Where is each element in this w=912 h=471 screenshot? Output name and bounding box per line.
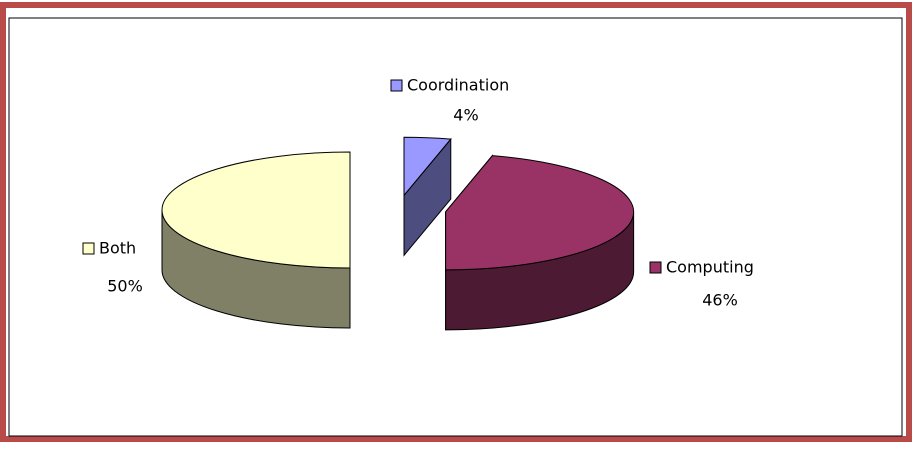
legend-key (390, 79, 403, 92)
legend-key (649, 261, 662, 274)
slice-label: Coordination (407, 76, 509, 95)
outer-frame (0, 2, 912, 442)
pie-slice (161, 151, 351, 329)
slice-value: 46% (702, 291, 738, 310)
pie-slice (445, 154, 635, 331)
slice-top (445, 155, 635, 271)
slice-value: 50% (107, 277, 143, 296)
slice-label: Both (99, 239, 136, 258)
pie-slice (403, 136, 452, 257)
slice-value: 4% (453, 106, 478, 125)
plot-frame (8, 17, 903, 437)
slice-label: Computing (666, 258, 754, 277)
slice-top (403, 136, 452, 197)
slice-top (161, 151, 351, 269)
legend-key (82, 242, 95, 255)
